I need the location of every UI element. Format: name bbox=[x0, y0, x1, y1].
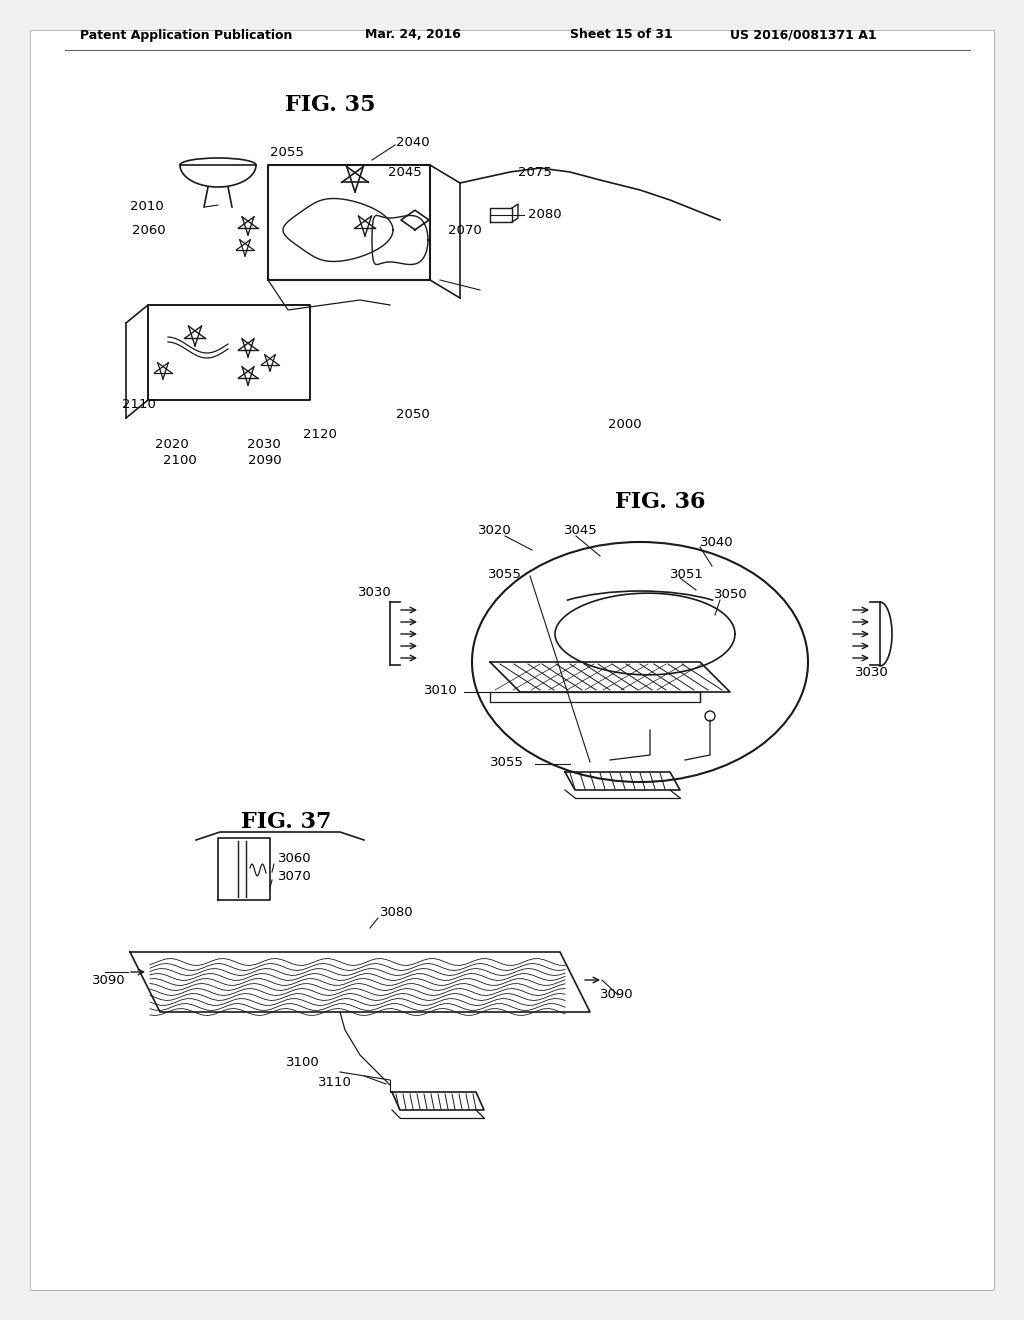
Text: 3055: 3055 bbox=[488, 568, 522, 581]
Text: 3030: 3030 bbox=[358, 586, 392, 598]
Text: 2020: 2020 bbox=[155, 438, 188, 451]
Text: 3045: 3045 bbox=[564, 524, 598, 536]
Text: 2060: 2060 bbox=[132, 223, 166, 236]
Text: 3051: 3051 bbox=[670, 568, 703, 581]
Text: Patent Application Publication: Patent Application Publication bbox=[80, 29, 293, 41]
Text: 3020: 3020 bbox=[478, 524, 512, 536]
Text: FIG. 35: FIG. 35 bbox=[285, 94, 375, 116]
Text: 3070: 3070 bbox=[278, 870, 311, 883]
Text: 3050: 3050 bbox=[714, 587, 748, 601]
Text: 2045: 2045 bbox=[388, 165, 422, 178]
Text: 3080: 3080 bbox=[380, 906, 414, 919]
Text: 3090: 3090 bbox=[92, 974, 126, 986]
Text: 3040: 3040 bbox=[700, 536, 733, 549]
Text: 2120: 2120 bbox=[303, 428, 337, 441]
Text: 3100: 3100 bbox=[286, 1056, 319, 1068]
Text: FIG. 36: FIG. 36 bbox=[614, 491, 706, 513]
Text: Sheet 15 of 31: Sheet 15 of 31 bbox=[570, 29, 673, 41]
Text: 2070: 2070 bbox=[449, 223, 481, 236]
Text: 2040: 2040 bbox=[396, 136, 430, 149]
Text: 3060: 3060 bbox=[278, 851, 311, 865]
Text: 3110: 3110 bbox=[318, 1076, 352, 1089]
Text: 2110: 2110 bbox=[122, 399, 156, 412]
Text: 3030: 3030 bbox=[855, 665, 889, 678]
Text: 3055: 3055 bbox=[490, 755, 524, 768]
Text: US 2016/0081371 A1: US 2016/0081371 A1 bbox=[730, 29, 877, 41]
Text: 2010: 2010 bbox=[130, 201, 164, 214]
Text: Mar. 24, 2016: Mar. 24, 2016 bbox=[365, 29, 461, 41]
Text: FIG. 37: FIG. 37 bbox=[241, 810, 331, 833]
Text: 3010: 3010 bbox=[424, 684, 458, 697]
Text: 2075: 2075 bbox=[518, 165, 552, 178]
Text: 2090: 2090 bbox=[248, 454, 282, 466]
Text: 2100: 2100 bbox=[163, 454, 197, 466]
Text: 2055: 2055 bbox=[270, 145, 304, 158]
Text: 2080: 2080 bbox=[528, 209, 561, 222]
Text: 2050: 2050 bbox=[396, 408, 430, 421]
Text: 2000: 2000 bbox=[608, 418, 642, 432]
Text: 2030: 2030 bbox=[247, 438, 281, 451]
Text: 3090: 3090 bbox=[600, 987, 634, 1001]
